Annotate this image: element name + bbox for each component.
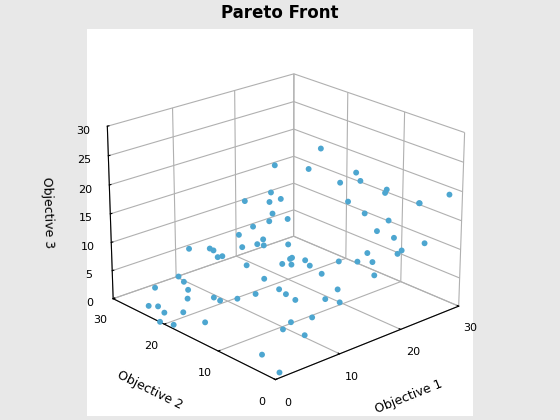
X-axis label: Objective 1: Objective 1	[373, 377, 444, 416]
Title: Pareto Front: Pareto Front	[221, 4, 339, 22]
Y-axis label: Objective 2: Objective 2	[114, 369, 184, 412]
